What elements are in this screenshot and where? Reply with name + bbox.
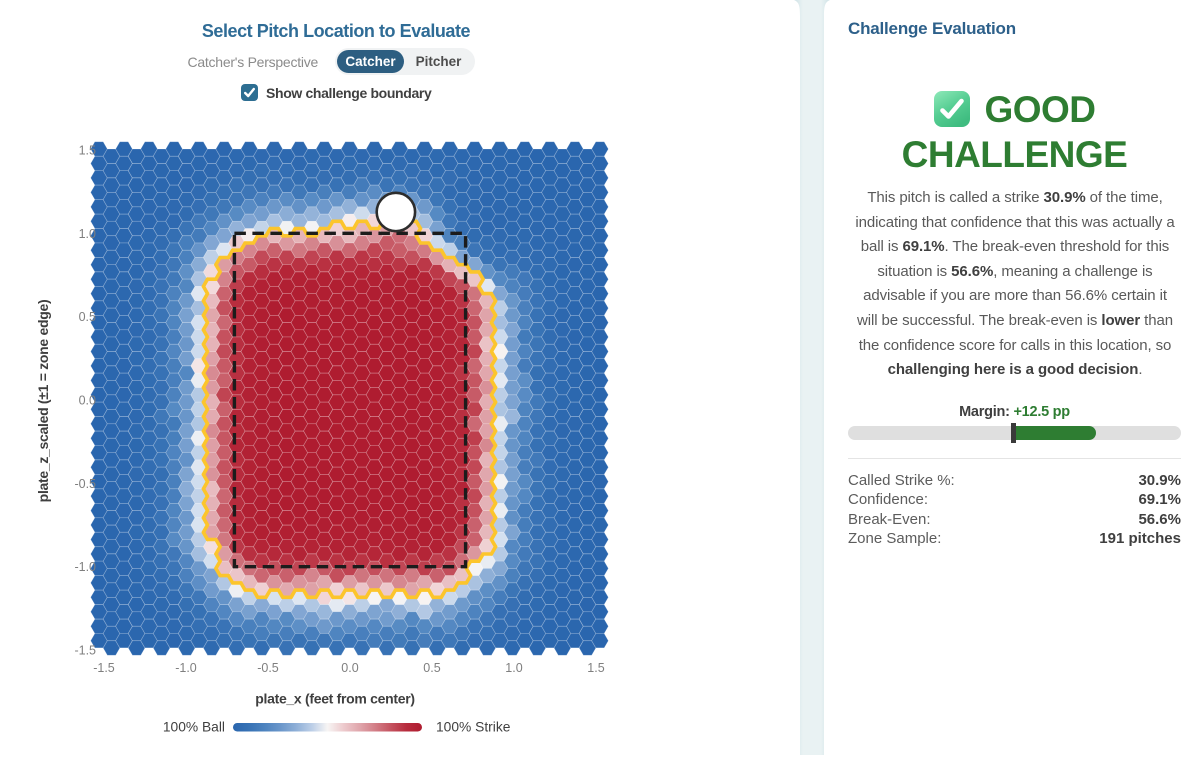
svg-text:0.5: 0.5 [423,661,440,675]
svg-text:1.5: 1.5 [587,661,604,675]
svg-text:plate_x (feet from center): plate_x (feet from center) [255,691,414,707]
svg-text:100% Ball: 100% Ball [163,720,225,735]
svg-text:-1.0: -1.0 [74,560,96,574]
svg-text:-1.5: -1.5 [93,661,115,675]
svg-text:-0.5: -0.5 [257,661,279,675]
svg-text:1.5: 1.5 [79,144,96,158]
svg-text:plate_z_scaled (±1 = zone edge: plate_z_scaled (±1 = zone edge) [35,300,51,503]
svg-text:-0.5: -0.5 [74,477,96,491]
svg-text:0.0: 0.0 [341,661,358,675]
svg-text:1.0: 1.0 [79,227,96,241]
svg-text:-1.5: -1.5 [74,644,96,658]
svg-text:0.0: 0.0 [79,394,96,408]
svg-text:100% Strike: 100% Strike [436,720,511,735]
svg-text:1.0: 1.0 [505,661,522,675]
svg-text:0.5: 0.5 [79,310,96,324]
svg-text:-1.0: -1.0 [175,661,197,675]
